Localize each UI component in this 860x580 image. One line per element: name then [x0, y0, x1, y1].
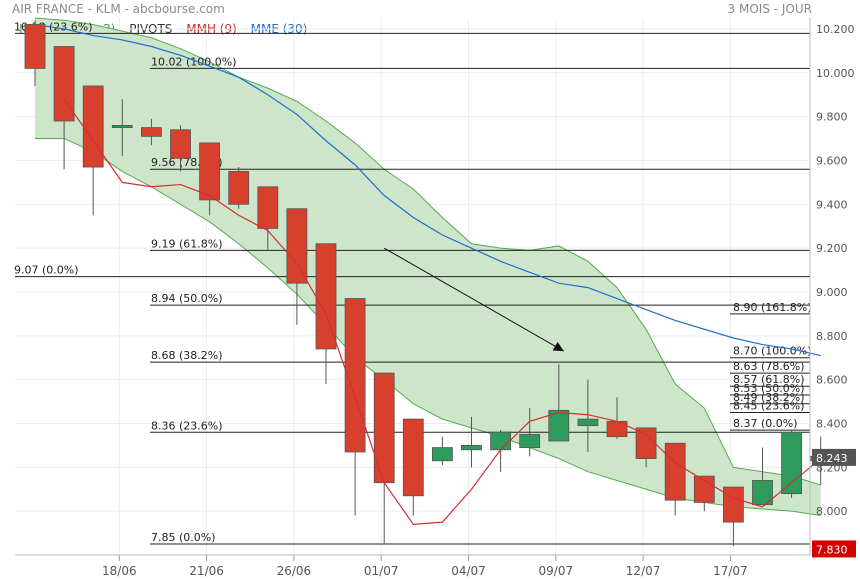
- axes: 8.0008.2008.4008.6008.8009.0009.2009.400…: [15, 18, 856, 578]
- y-tick-label: 9.400: [816, 198, 848, 211]
- low-price-label: 7.830: [816, 543, 848, 556]
- candle-body: [228, 171, 250, 205]
- y-tick-label: 8.600: [816, 374, 848, 387]
- x-tick-label: 26/06: [277, 564, 312, 578]
- candle-body: [24, 24, 46, 69]
- candle-body: [82, 85, 104, 168]
- pivot-label: 9.07 (0.0%): [14, 264, 79, 277]
- mme-line: [34, 23, 821, 357]
- candle-body: [606, 420, 628, 438]
- x-tick-label: 12/07: [626, 564, 661, 578]
- y-tick-label: 9.000: [816, 286, 848, 299]
- y-tick-label: 10.000: [816, 67, 855, 80]
- pivot-label: 8.53 (50.0%): [733, 382, 805, 395]
- pivot-label: 9.19 (61.8%): [151, 237, 223, 250]
- candle-body: [519, 434, 541, 448]
- pivot-label: 8.49 (38.2%): [733, 391, 805, 404]
- last-price-tag: [812, 448, 856, 466]
- x-tick-label: 18/06: [102, 564, 137, 578]
- chart-period: 3 MOIS - JOUR: [727, 2, 812, 16]
- keltner-channel: [34, 17, 821, 517]
- keltner-band: [35, 18, 821, 516]
- mmh-polyline: [63, 98, 822, 525]
- candle-body: [373, 372, 395, 484]
- mme-polyline: [34, 23, 821, 357]
- keltner-upper-line: [34, 17, 821, 486]
- candle-body: [257, 186, 279, 229]
- candle-body: [53, 46, 75, 122]
- pivot-label: 8.36 (23.6%): [151, 419, 223, 432]
- candle-body: [577, 418, 599, 427]
- chart-title: AIR FRANCE - KLM - abcbourse.com: [12, 2, 225, 16]
- candle-body: [286, 208, 308, 284]
- last-price-label: 8.243: [816, 452, 848, 465]
- x-tick-label: 04/07: [451, 564, 486, 578]
- y-tick-label: 8.400: [816, 417, 848, 430]
- pivot-label: 8.68 (38.2%): [151, 349, 223, 362]
- x-tick-label: 17/07: [713, 564, 748, 578]
- pivot-label: 8.70 (100.0%): [733, 345, 812, 358]
- low-price-tag: [812, 540, 856, 558]
- y-tick-label: 8.800: [816, 330, 848, 343]
- pivot-lines: 10.18 (23.6%)10.02 (100.0%)9.56 (78.6%)9…: [14, 20, 812, 545]
- pivot-label: 8.94 (50.0%): [151, 292, 223, 305]
- pivot-label: 8.45 (23.6%): [733, 400, 805, 413]
- candle-body: [344, 298, 366, 453]
- candle-body: [431, 447, 453, 462]
- pivot-label: 8.63 (78.6%): [733, 360, 805, 373]
- candle-body: [461, 445, 482, 451]
- y-tick-label: 10.200: [816, 23, 855, 36]
- candle-body: [490, 431, 512, 451]
- candle-body: [170, 129, 191, 159]
- pivot-label: 7.85 (0.0%): [151, 531, 216, 544]
- y-tick-label: 8.000: [816, 505, 848, 518]
- candle-body: [693, 475, 715, 503]
- candle-body: [781, 431, 802, 495]
- trend-arrow: [383, 247, 565, 352]
- candle-body: [199, 142, 221, 201]
- pivot-label: 10.02 (100.0%): [151, 55, 237, 68]
- candle-body: [723, 486, 744, 523]
- x-tick-label: 21/06: [189, 564, 224, 578]
- pivot-label: 8.57 (61.8%): [733, 373, 805, 386]
- candle-body: [635, 427, 657, 459]
- x-tick-label: 09/07: [539, 564, 574, 578]
- candle-body: [402, 418, 424, 497]
- arrow-line: [383, 247, 565, 352]
- candle-body: [664, 442, 686, 501]
- candle-body: [140, 127, 162, 137]
- pivot-label: 8.37 (0.0%): [733, 417, 798, 430]
- y-tick-label: 9.600: [816, 154, 848, 167]
- x-tick-label: 01/07: [364, 564, 399, 578]
- arrow-head: [552, 341, 564, 352]
- pivot-label: 8.90 (161.8%): [733, 301, 812, 314]
- candle-body: [548, 409, 570, 442]
- y-tick-label: 9.200: [816, 242, 848, 255]
- keltner-lower-line: [35, 138, 821, 517]
- mmh-line: [63, 98, 822, 525]
- candle-body: [752, 480, 773, 505]
- candle-body: [111, 125, 133, 128]
- y-tick-label: 9.800: [816, 111, 848, 124]
